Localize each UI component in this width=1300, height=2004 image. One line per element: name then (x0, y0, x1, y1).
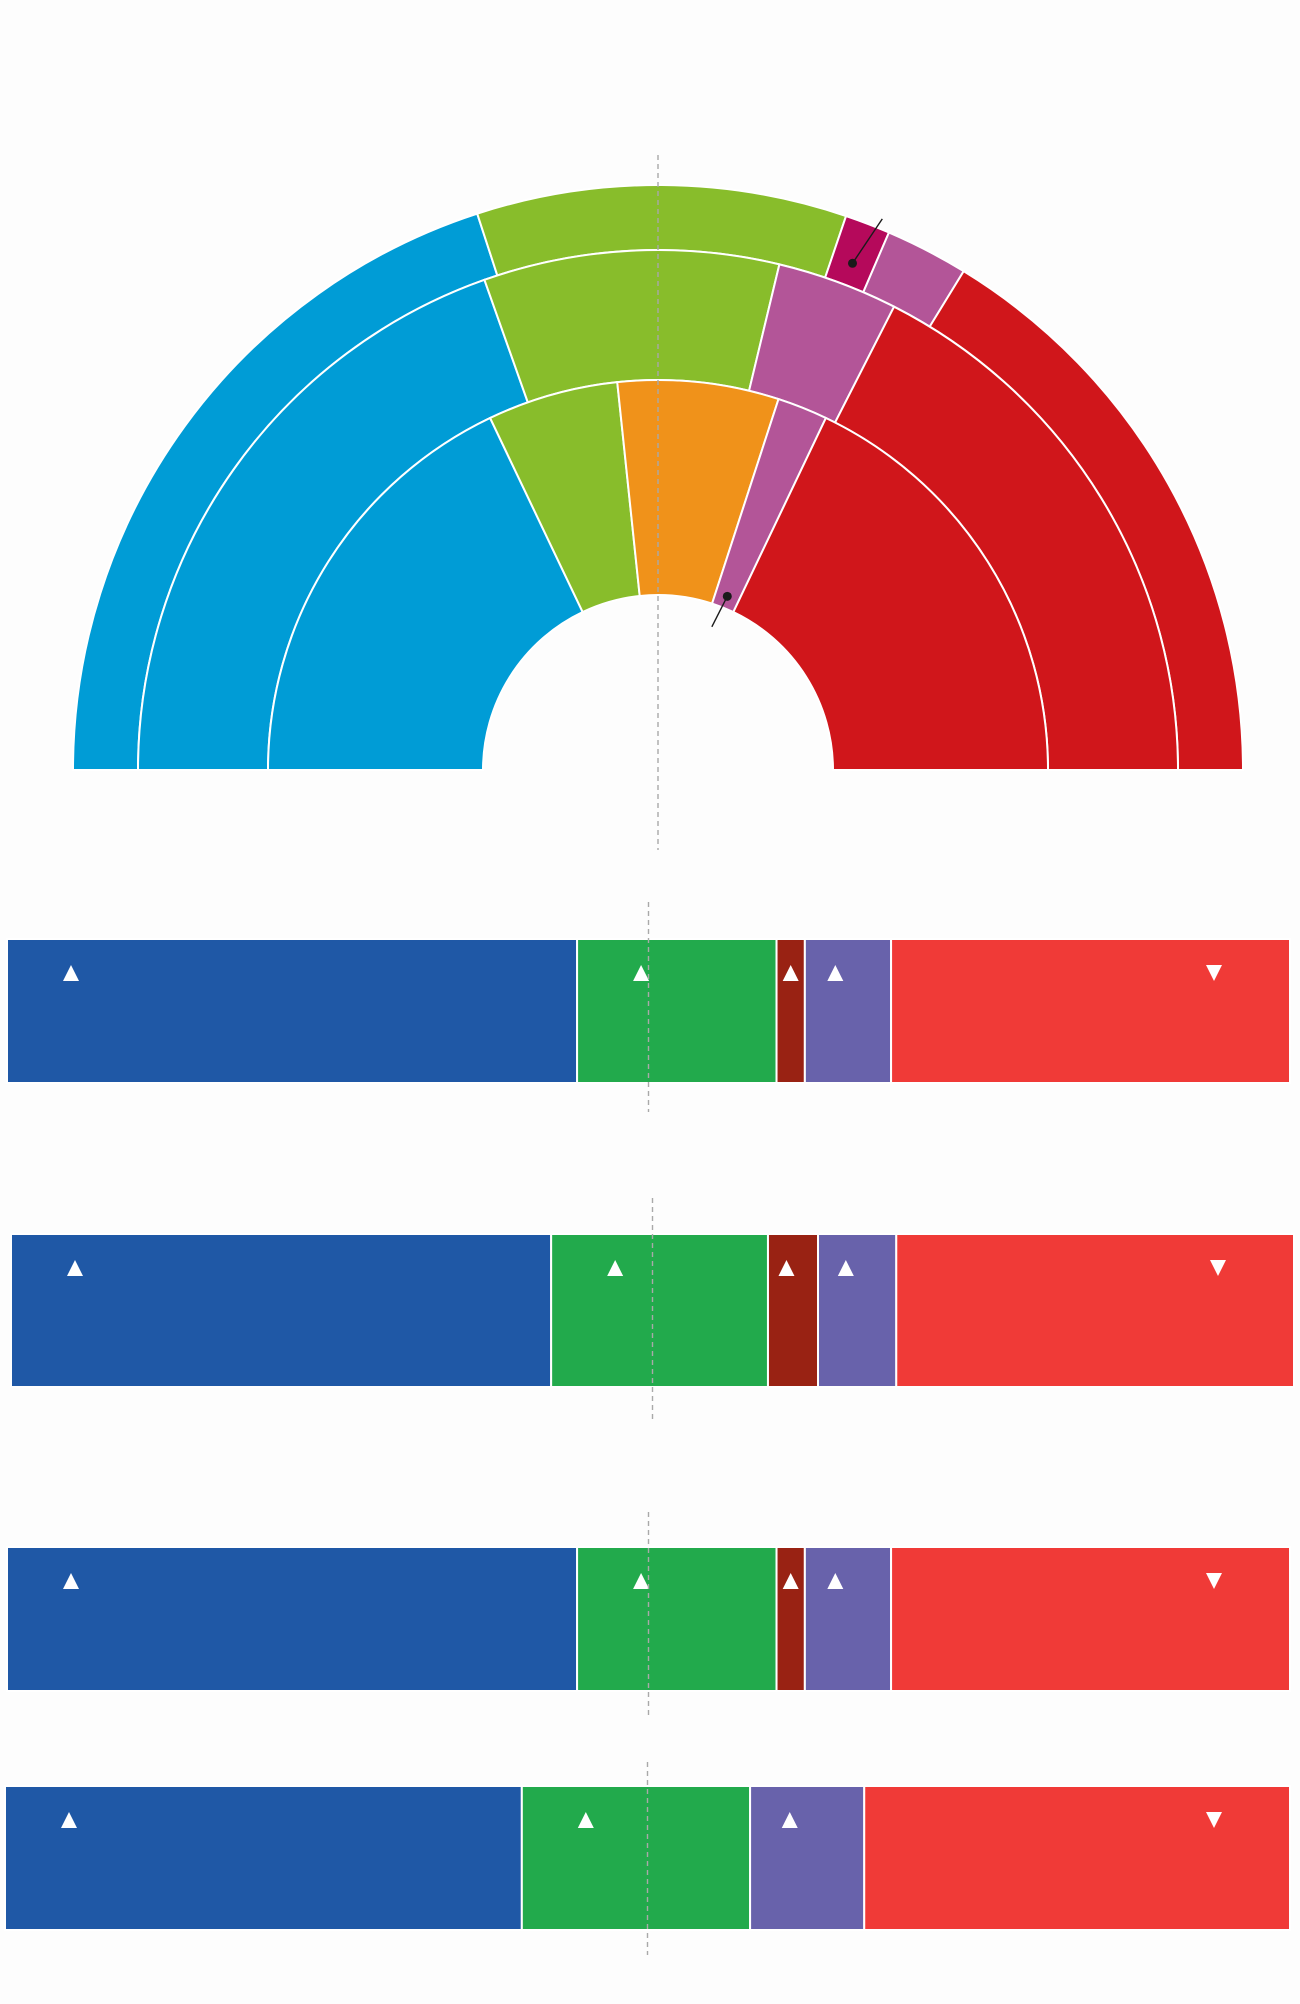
bar-row-3-segment-1-trend-up-icon (63, 1573, 79, 1589)
bar-row-2-segment-2-trend-up-icon (607, 1260, 624, 1276)
bar-row-1-segment-2-trend-up-icon (633, 965, 650, 981)
bar-row-4-segment-3 (749, 1785, 866, 1931)
bar-row-1-segment-4-trend-up-icon (827, 965, 844, 981)
bar-row-4-segment-4 (863, 1785, 1292, 1931)
bar-row-3-segment-4-trend-up-icon (827, 1573, 844, 1589)
bar-row-1-segment-1-trend-up-icon (63, 965, 79, 981)
bar-row-4-segment-4-trend-down-icon (1206, 1812, 1222, 1828)
bar-row-2-segment-4 (817, 1233, 898, 1388)
bar-row-3-segment-1 (6, 1546, 579, 1692)
bar-row-1-segment-3 (775, 938, 806, 1084)
bar-row-1-segment-4 (803, 938, 893, 1084)
bar-row-3 (6, 1512, 1292, 1718)
bar-row-2-segment-5-trend-down-icon (1210, 1260, 1226, 1276)
ring-2-segment-2 (483, 249, 781, 404)
bar-row-2-segment-3 (766, 1233, 820, 1388)
bar-row-3-segment-5-trend-down-icon (1206, 1573, 1222, 1589)
bar-row-2-segment-4-trend-up-icon (837, 1260, 854, 1276)
bar-row-3-segment-4 (803, 1546, 893, 1692)
ring-3-leader-dot (722, 591, 732, 601)
bar-row-3-segment-5 (890, 1546, 1292, 1692)
bar-row-1-segment-3-trend-up-icon (782, 965, 799, 981)
bar-row-2 (10, 1198, 1296, 1420)
ring-1-leader-dot (848, 258, 858, 268)
bar-row-2-segment-1-trend-up-icon (67, 1260, 83, 1276)
bar-row-3-segment-2 (576, 1546, 778, 1692)
bar-row-1-segment-5 (890, 938, 1292, 1084)
bar-row-2-segment-3-trend-up-icon (778, 1260, 795, 1276)
bar-row-4-segment-2 (520, 1785, 752, 1931)
bar-row-2-segment-2 (550, 1233, 769, 1388)
bar-row-4-segment-3-trend-up-icon (781, 1812, 798, 1828)
bar-row-1 (6, 902, 1292, 1112)
bar-row-3-segment-2-trend-up-icon (633, 1573, 650, 1589)
ring-3-segment-1 (266, 416, 584, 771)
semicircle-chart (71, 155, 1245, 850)
bar-row-4-segment-1-trend-up-icon (61, 1812, 77, 1828)
stacked-bar-chart (4, 902, 1296, 1955)
bar-row-3-segment-3-trend-up-icon (782, 1573, 799, 1589)
ring-1-leader-line (851, 218, 883, 264)
bar-row-2-segment-5 (895, 1233, 1296, 1388)
bar-row-4 (4, 1762, 1292, 1955)
bar-row-2-segment-1 (10, 1233, 553, 1388)
bar-row-4-segment-1 (4, 1785, 523, 1931)
bar-row-4-segment-2-trend-up-icon (577, 1812, 594, 1828)
bar-row-1-segment-2 (576, 938, 778, 1084)
bar-row-3-segment-3 (775, 1546, 806, 1692)
ring-3-leader-line (711, 595, 728, 628)
ring-3-segment-5 (732, 416, 1050, 771)
bar-row-1-segment-5-trend-down-icon (1206, 965, 1222, 981)
bar-row-1-segment-1 (6, 938, 579, 1084)
